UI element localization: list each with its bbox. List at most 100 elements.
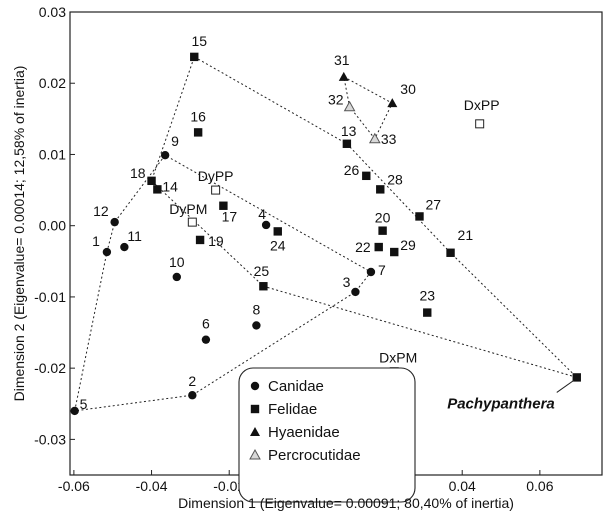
point-label: 11 (127, 228, 142, 244)
point-label: 31 (334, 52, 350, 68)
point-28 (376, 185, 385, 194)
point-label: 12 (93, 203, 109, 219)
point-label: DyPP (198, 168, 234, 184)
point-label: 6 (202, 316, 210, 332)
point-2 (188, 391, 197, 400)
point-27 (415, 212, 424, 221)
point-29 (390, 247, 399, 257)
legend-box (238, 367, 416, 503)
legend-marker-hyaenidae (250, 427, 260, 436)
point-33 (368, 132, 381, 144)
point-32 (343, 100, 356, 112)
point-5 (70, 406, 79, 416)
point-label: 24 (270, 237, 286, 253)
point-label: 9 (171, 133, 179, 149)
legend-label-hyaenidae: Hyaenidae (268, 424, 340, 441)
point-6 (201, 335, 211, 344)
point-label: 18 (130, 165, 146, 181)
y-tick-label: -0.02 (34, 360, 66, 376)
legend-marker-canidae (250, 381, 260, 391)
point-18 (147, 176, 156, 186)
point-label: 5 (80, 396, 88, 412)
point-label: 29 (400, 237, 416, 253)
point-label: 2 (188, 373, 196, 389)
legend-marker-percrocutidae (249, 448, 261, 460)
data-points (70, 52, 581, 416)
point-label: 1 (92, 233, 100, 249)
point-19 (195, 235, 205, 245)
point-label: 26 (344, 162, 360, 178)
point-label: 23 (419, 288, 435, 304)
point-label: 22 (355, 239, 371, 255)
point-30 (387, 98, 398, 108)
point-13 (342, 139, 352, 148)
point-15 (190, 52, 199, 62)
point-label: 13 (341, 123, 357, 139)
legend-label-felidae: Felidae (268, 401, 317, 418)
hull-felidae (150, 56, 578, 378)
legend-label-canidae: Canidae (268, 378, 324, 395)
point-label: DyPM (169, 201, 207, 217)
point-22 (374, 242, 383, 252)
point-3 (351, 287, 360, 297)
point-label: 16 (190, 108, 206, 124)
x-tick-label: -0.02 (213, 478, 245, 494)
point-7 (366, 267, 376, 277)
point-label: 10 (169, 254, 185, 270)
point-26 (362, 171, 371, 181)
point-label: 7 (378, 262, 386, 278)
point-10 (172, 272, 181, 282)
point-label: 33 (381, 131, 397, 147)
point-label: 21 (458, 227, 474, 243)
point-label: 30 (400, 81, 416, 97)
point-25 (259, 282, 268, 291)
legend: Canidae Felidae Hyaenidae Percrocutidae (238, 367, 416, 503)
y-tick-label: 0.01 (39, 146, 66, 162)
point-23 (423, 308, 432, 317)
y-tick-label: 0.03 (39, 4, 66, 20)
legend-label-percrocutidae: Percrocutidae (268, 447, 361, 464)
y-tick-label: 0.02 (39, 75, 66, 91)
callout-leader (556, 380, 575, 393)
y-axis-title: Dimension 2 (Eigenvalue= 0.00014; 12,58%… (11, 66, 27, 402)
point-label: 32 (328, 92, 344, 108)
point-label: 19 (208, 233, 224, 249)
point-label: 20 (375, 210, 391, 226)
convex-hulls (74, 56, 578, 412)
y-tick-label: -0.01 (34, 289, 66, 305)
callout: Pachypanthera (447, 380, 575, 412)
y-tick-label: -0.03 (34, 431, 66, 447)
point-14 (153, 185, 162, 194)
point-label: 27 (425, 196, 441, 212)
point-1 (102, 247, 112, 257)
x-tick-label: 0.06 (526, 478, 553, 494)
point-label: 3 (343, 274, 351, 290)
point-31 (338, 71, 349, 81)
point-pachypanthera (572, 373, 581, 382)
point-16 (193, 128, 203, 137)
point-label: 15 (191, 33, 207, 49)
point-11 (120, 242, 129, 252)
point-12 (110, 217, 119, 227)
x-tick-label: 0.04 (449, 478, 476, 494)
point-21 (446, 248, 455, 257)
point-label: 14 (162, 178, 178, 194)
point-label: DxPM (379, 350, 417, 366)
point-label: 4 (258, 206, 266, 222)
hull-canidae (74, 154, 372, 412)
point-8 (252, 321, 261, 330)
x-tick-label: -0.06 (58, 478, 90, 494)
point-9 (160, 150, 170, 160)
point-label: 8 (252, 301, 260, 317)
point-4 (261, 220, 271, 230)
point-24 (273, 227, 282, 236)
point-label: 28 (387, 171, 403, 187)
callout-label: Pachypanthera (447, 395, 555, 412)
x-axis-title: Dimension 1 (Eigenvalue= 0.00091; 80,40%… (178, 495, 514, 511)
point-dypp (211, 185, 221, 195)
point-17 (219, 201, 228, 210)
point-label: DxPP (464, 97, 500, 113)
legend-marker-felidae (250, 404, 260, 414)
